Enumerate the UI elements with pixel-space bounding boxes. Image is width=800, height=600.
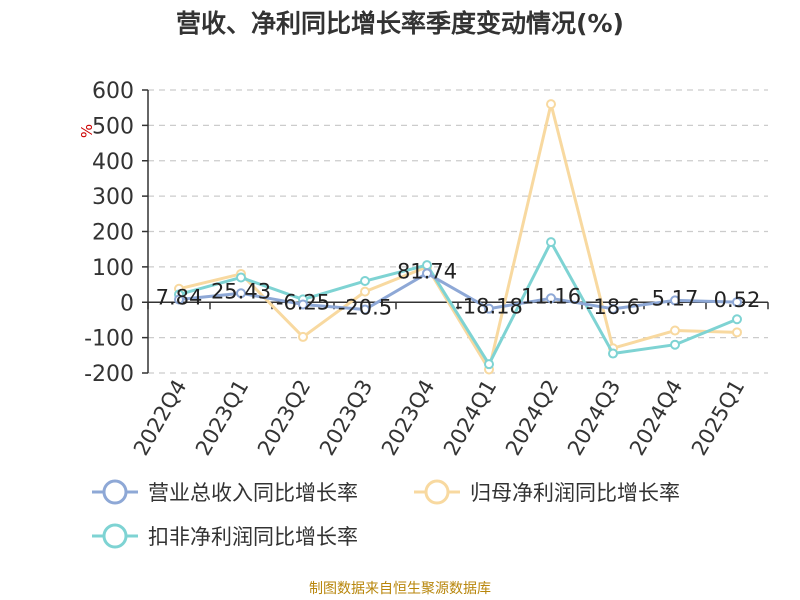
y-axis-unit-label: % xyxy=(78,124,96,138)
data-point xyxy=(174,294,184,305)
data-point xyxy=(546,99,556,110)
legend-line-marker-icon xyxy=(92,479,138,505)
series-line xyxy=(178,102,738,371)
data-point xyxy=(298,331,308,342)
x-tick-label: 2024Q3 xyxy=(563,376,625,460)
data-label: 81.74 xyxy=(397,259,457,283)
y-tick-label: 200 xyxy=(92,221,134,246)
data-point xyxy=(360,304,370,315)
data-point xyxy=(732,327,742,338)
legend-line-marker-icon xyxy=(92,523,138,549)
x-tick-label: 2024Q1 xyxy=(439,376,501,460)
data-label: -18.18 xyxy=(455,295,523,319)
y-tick-label: 100 xyxy=(92,256,134,281)
data-point xyxy=(360,286,370,297)
x-tick-label: 2024Q4 xyxy=(625,376,687,460)
data-point xyxy=(236,272,246,283)
x-tick-label: 2023Q4 xyxy=(377,376,439,460)
data-point xyxy=(236,288,246,299)
data-point xyxy=(608,348,618,359)
data-point xyxy=(670,339,680,350)
x-tick-label: 2023Q1 xyxy=(191,376,253,460)
legend-item-revenue[interactable]: 营业总收入同比增长率 xyxy=(90,476,358,508)
data-label: 5.17 xyxy=(652,286,699,310)
data-point xyxy=(484,359,494,370)
y-tick-label: 300 xyxy=(92,185,134,210)
legend-line-marker-icon xyxy=(414,479,460,505)
data-label: -18.6 xyxy=(586,295,640,319)
x-tick-label: 2024Q2 xyxy=(501,376,563,460)
x-tick-label: 2022Q4 xyxy=(129,376,191,460)
y-tick-label: 400 xyxy=(92,150,134,175)
x-tick-label: 2023Q2 xyxy=(253,376,315,460)
y-tick-label: 500 xyxy=(92,114,134,139)
y-tick-label: -100 xyxy=(84,327,134,352)
data-point xyxy=(546,237,556,248)
grid-lines xyxy=(148,89,768,374)
data-label: -20.5 xyxy=(338,296,392,320)
legend-label: 归母净利润同比增长率 xyxy=(470,481,680,505)
data-label: 25.43 xyxy=(211,279,271,303)
y-tick-label: 600 xyxy=(92,79,134,104)
chart-title: 营收、净利同比增长率季度变动情况(%) xyxy=(176,9,624,38)
data-label: -6.25 xyxy=(276,290,330,314)
data-point xyxy=(732,314,742,325)
data-point xyxy=(360,276,370,287)
series-lines xyxy=(174,99,742,375)
data-label: 7.84 xyxy=(156,285,203,309)
y-tick-label: -200 xyxy=(84,362,134,387)
legend-label: 营业总收入同比增长率 xyxy=(148,481,358,505)
data-point xyxy=(422,268,432,279)
data-point xyxy=(484,303,494,314)
series-line xyxy=(178,271,738,312)
series-line xyxy=(178,240,738,366)
data-point xyxy=(670,325,680,336)
data-source-note: 制图数据来自恒生聚源数据库 xyxy=(309,581,491,597)
data-point xyxy=(670,295,680,306)
legend-item-deducted-profit[interactable]: 扣非净利润同比增长率 xyxy=(90,520,358,552)
data-point xyxy=(546,293,556,304)
data-point xyxy=(298,299,308,310)
y-tick-label: 0 xyxy=(120,291,134,316)
data-point xyxy=(732,297,742,308)
x-tick-label: 2025Q1 xyxy=(687,376,749,460)
data-point xyxy=(608,303,618,314)
data-label: 0.52 xyxy=(714,288,761,312)
x-tick-label: 2023Q3 xyxy=(315,376,377,460)
legend-item-net-profit[interactable]: 归母净利润同比增长率 xyxy=(412,476,680,508)
data-label: 11.16 xyxy=(521,284,581,308)
legend-label: 扣非净利润同比增长率 xyxy=(148,525,358,549)
